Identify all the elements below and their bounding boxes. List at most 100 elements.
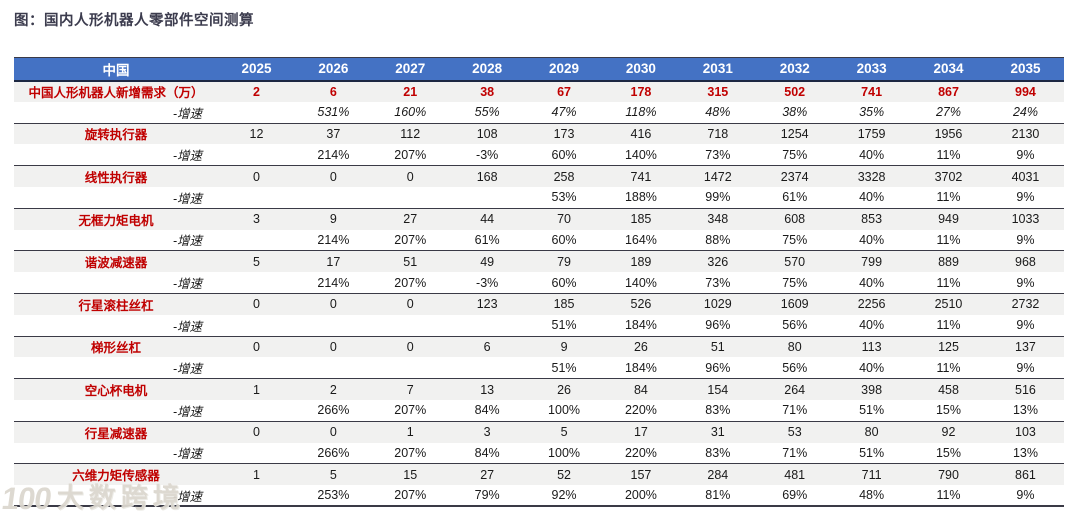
cell-value: 1033 — [1011, 212, 1040, 227]
cell-value: 2 — [329, 382, 337, 397]
cell-value — [372, 357, 449, 378]
cell-value: 60% — [551, 232, 577, 247]
cell-value: 0 — [253, 339, 260, 354]
cell-value — [218, 400, 295, 421]
cell-value: 123 — [476, 297, 498, 312]
row-label: 旋转执行器 — [84, 128, 148, 143]
component-row: 中国人形机器人新增需求（万） 2 6 21 38 67 178 315 502 741 867 994 — [14, 80, 1064, 102]
cell-value: 2 — [253, 84, 260, 99]
cell-value: 51 — [710, 339, 725, 354]
cell-value: 61% — [474, 232, 500, 247]
cell-value: 189 — [630, 254, 652, 269]
cell-value: 9% — [1016, 232, 1035, 247]
cell-value — [218, 485, 295, 506]
growth-row: -增速 266% 207% 84% 100% 220% 83% 71% 51% 15% 13% — [14, 399, 1064, 422]
row-label: 无框力矩电机 — [78, 213, 154, 228]
cell-value: 118% — [625, 105, 657, 120]
cell-value: 949 — [938, 212, 959, 227]
cell-value: 214% — [317, 232, 350, 247]
cell-value: 92% — [551, 488, 577, 503]
cell-value: 2374 — [780, 169, 809, 184]
cell-value: 458 — [938, 382, 959, 397]
cell-value: 207% — [394, 445, 427, 460]
column-header-region: 中国 — [102, 62, 130, 78]
cell-value: 11% — [936, 232, 961, 247]
cell-value: 3 — [253, 212, 260, 227]
column-header-year: 2031 — [702, 61, 733, 77]
cell-value: 173 — [553, 126, 575, 141]
column-header-year: 2026 — [318, 61, 349, 77]
component-row: 行星减速器 0 0 1 3 5 17 31 53 80 92 103 — [14, 421, 1064, 443]
cell-value: 2256 — [857, 297, 886, 312]
cell-value — [295, 315, 372, 336]
cell-value: 168 — [476, 169, 498, 184]
cell-value: 53% — [551, 190, 577, 205]
cell-value: 207% — [394, 275, 427, 290]
cell-value: 11% — [936, 190, 961, 205]
robot-parts-table: 中国 2025 2026 2027 2028 2029 2030 2031 2032 2033 20… — [14, 57, 1064, 508]
cell-value: 75% — [782, 147, 808, 162]
cell-value: 69% — [782, 488, 808, 503]
cell-value: 44 — [480, 212, 495, 227]
component-row: 谐波减速器 5 17 51 49 79 189 326 570 799 889 968 — [14, 250, 1064, 273]
cell-value: 1759 — [857, 126, 886, 141]
cell-value: 99% — [705, 190, 731, 205]
cell-value: 15% — [935, 403, 961, 418]
growth-row: -增速 51% 184% 96% 56% 40% 11% 9% — [14, 357, 1064, 379]
column-header-year: 2034 — [933, 61, 964, 77]
cell-value: 2130 — [1011, 126, 1040, 141]
cell-value: 26 — [633, 339, 648, 354]
component-row: 梯形丝杠 0 0 0 6 9 26 51 80 113 125 137 — [14, 336, 1064, 358]
cell-value: 70 — [557, 212, 571, 227]
column-header-year: 2033 — [856, 61, 887, 77]
cell-value: 112 — [400, 126, 421, 141]
cell-value: 160% — [394, 105, 427, 120]
cell-value: 185 — [630, 212, 652, 227]
row-label: 行星滚柱丝杠 — [78, 298, 154, 313]
cell-value — [218, 230, 295, 251]
cell-value: 5 — [560, 425, 568, 440]
cell-value: 56% — [782, 318, 808, 333]
cell-value: 60% — [551, 147, 577, 162]
cell-value: 24% — [1012, 105, 1038, 120]
cell-value: 207% — [394, 488, 427, 503]
cell-value: 75% — [782, 232, 808, 247]
cell-value: 40% — [859, 360, 885, 375]
cell-value: 0 — [329, 425, 337, 440]
cell-value: 96% — [705, 318, 731, 333]
cell-value: 51% — [859, 445, 885, 460]
cell-value: 1956 — [934, 126, 963, 141]
cell-value: 266% — [317, 445, 350, 460]
cell-value: 741 — [630, 169, 652, 184]
cell-value: 0 — [406, 297, 414, 312]
cell-value: 92 — [941, 425, 956, 440]
cell-value: 88% — [705, 232, 731, 247]
cell-value: 47% — [551, 105, 577, 120]
cell-value: 207% — [394, 147, 427, 162]
cell-value: 40% — [859, 275, 885, 290]
cell-value: 5 — [329, 467, 337, 482]
cell-value: 9% — [1016, 488, 1035, 503]
cell-value: 15% — [935, 445, 961, 460]
cell-value: 178 — [630, 84, 652, 99]
row-label: -增速 — [172, 362, 203, 377]
cell-value: 1029 — [703, 297, 732, 312]
cell-value: 84 — [633, 382, 648, 397]
cell-value: 516 — [1015, 382, 1036, 397]
growth-row: -增速 53% 188% 99% 61% 40% 11% 9% — [14, 186, 1064, 209]
cell-value: 6 — [329, 84, 337, 99]
cell-value: 5 — [253, 254, 260, 269]
cell-value: 3 — [483, 425, 491, 440]
cell-value — [218, 315, 295, 336]
cell-value: 889 — [938, 254, 959, 269]
cell-value: 48% — [705, 105, 731, 120]
cell-value: 13% — [1012, 445, 1038, 460]
column-header-year: 2028 — [472, 61, 503, 77]
component-row: 旋转执行器 12 37 112 108 173 416 718 1254 1759 1956 2130 — [14, 123, 1064, 145]
growth-row: -增速 214% 207% 61% 60% 164% 88% 75% 40% 11% 9% — [14, 229, 1064, 251]
cell-value: 12 — [249, 126, 264, 141]
cell-value: 17 — [633, 425, 648, 440]
cell-value: 853 — [861, 212, 883, 227]
cell-value: 51% — [859, 403, 885, 418]
cell-value: 40% — [859, 318, 885, 333]
